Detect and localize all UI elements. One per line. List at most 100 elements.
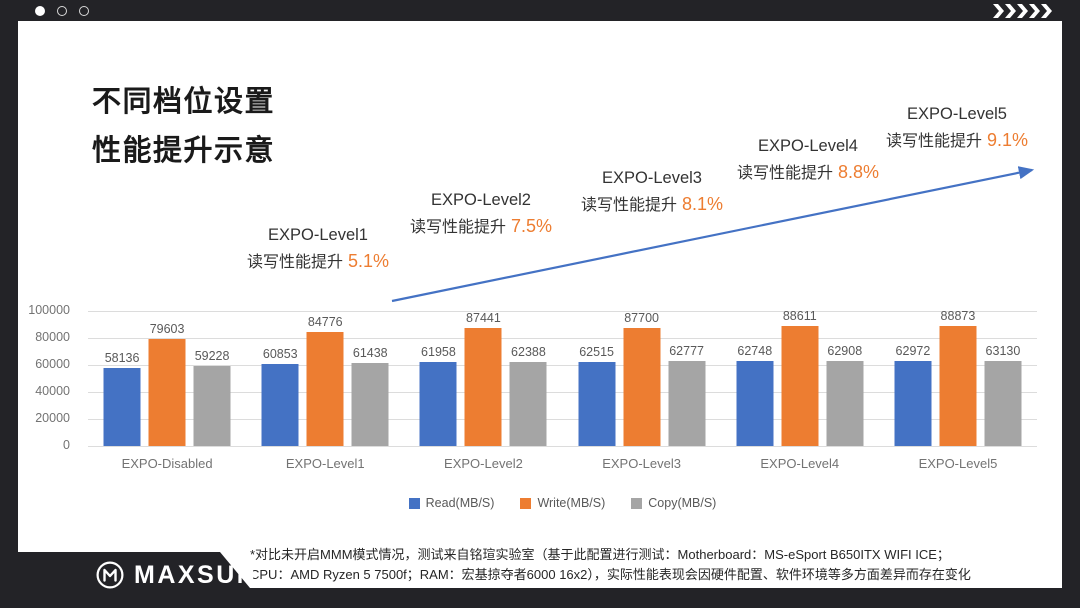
bar-cluster: 60853 84776 61438 bbox=[261, 315, 389, 446]
legend-label: Read(MB/S) bbox=[425, 496, 495, 510]
bar-copy-mb-s-: 61438 bbox=[351, 346, 389, 446]
annotation-improvement-text: 读写性能提升 9.1% bbox=[885, 130, 1029, 150]
annotation-percent-value: 5.1% bbox=[347, 251, 390, 271]
bar-group: 62748 88611 62908 EXPO-Level4 bbox=[721, 309, 879, 471]
annotation-expo-level5: EXPO-Level5 读写性能提升 9.1% bbox=[886, 105, 1028, 151]
y-tick-label: 60000 bbox=[35, 357, 70, 371]
bar-write-mb-s-: 87700 bbox=[623, 311, 661, 446]
page-title: 不同档位设置 性能提升示意 bbox=[92, 78, 275, 176]
bar-value-label: 60853 bbox=[262, 346, 298, 361]
legend-item: Copy(MB/S) bbox=[631, 496, 716, 510]
bar-value-label: 58136 bbox=[104, 350, 140, 365]
bar-read-mb-s-: 58136 bbox=[103, 351, 141, 446]
page-title-line1: 不同档位设置 bbox=[92, 86, 276, 118]
maxsun-m-circle-icon bbox=[96, 561, 124, 589]
y-tick-label: 0 bbox=[63, 438, 70, 452]
bar-value-label: 61438 bbox=[352, 346, 388, 361]
annotation-percent-value: 9.1% bbox=[986, 130, 1029, 150]
brand-wordmark: MAXSUN bbox=[134, 560, 258, 589]
slide-surface bbox=[18, 21, 1062, 588]
bar-value-label: 62972 bbox=[895, 344, 931, 358]
gridline bbox=[88, 365, 1037, 366]
bar-value-label: 87441 bbox=[466, 310, 501, 325]
bar-value-label: 61958 bbox=[421, 345, 456, 360]
legend-swatch bbox=[408, 497, 420, 509]
brand-logo: MAXSUN bbox=[95, 560, 257, 590]
bar-value-label: 62515 bbox=[579, 344, 614, 359]
bar-write-mb-s-: 87441 bbox=[464, 311, 502, 446]
pagination-dot[interactable] bbox=[57, 6, 67, 16]
annotation-improvement-text: 读写性能提升 8.8% bbox=[736, 162, 880, 182]
annotation-level-label: EXPO-Level3 bbox=[602, 169, 702, 187]
bar-read-mb-s-: 60853 bbox=[261, 347, 299, 446]
annotation-expo-level2: EXPO-Level2 读写性能提升 7.5% bbox=[410, 191, 552, 237]
bar-cluster: 62972 88873 63130 bbox=[894, 309, 1022, 446]
legend-label: Write(MB/S) bbox=[537, 496, 606, 510]
annotation-level-label: EXPO-Level5 bbox=[907, 105, 1007, 123]
y-tick-label: 100000 bbox=[28, 303, 70, 317]
top-bar bbox=[0, 0, 1080, 21]
bar-value-label: 79603 bbox=[149, 321, 185, 336]
bar-value-label: 62748 bbox=[737, 344, 773, 359]
bar-value-label: 62908 bbox=[827, 344, 863, 359]
bar-value-label: 87700 bbox=[624, 310, 659, 325]
bar-copy-mb-s-: 63130 bbox=[984, 344, 1022, 446]
bar-read-mb-s-: 62515 bbox=[578, 345, 616, 446]
bar-group: 62515 87700 62777 EXPO-Level3 bbox=[563, 311, 721, 471]
footnote-line1: *对比未开启MMM模式情况，测试来自铭瑄实验室（基于此配置进行测试：Mother… bbox=[250, 547, 950, 562]
gridline bbox=[88, 392, 1037, 393]
annotation-expo-level3: EXPO-Level3 读写性能提升 8.1% bbox=[581, 169, 723, 215]
legend-item: Read(MB/S) bbox=[408, 496, 495, 510]
y-tick-label: 80000 bbox=[35, 330, 70, 344]
annotation-improvement-text: 读写性能提升 8.1% bbox=[580, 194, 724, 214]
bar-value-label: 62388 bbox=[511, 344, 546, 359]
bar-read-mb-s-: 62748 bbox=[736, 344, 774, 446]
category-label: EXPO-Level2 bbox=[444, 456, 523, 471]
bar-group: 61958 87441 62388 EXPO-Level2 bbox=[404, 311, 562, 471]
legend-item: Write(MB/S) bbox=[520, 496, 605, 510]
annotation-percent-value: 8.8% bbox=[837, 162, 880, 182]
annotation-improvement-text: 读写性能提升 7.5% bbox=[409, 216, 553, 236]
y-tick-label: 20000 bbox=[35, 411, 70, 425]
bar-write-mb-s-: 79603 bbox=[148, 322, 186, 446]
bar-group: 58136 79603 59228 EXPO-Disabled bbox=[88, 311, 246, 471]
bar-write-mb-s-: 88873 bbox=[939, 309, 977, 446]
footnote: *对比未开启MMM模式情况，测试来自铭瑄实验室（基于此配置进行测试：Mother… bbox=[250, 545, 1025, 584]
pagination-dot-active[interactable] bbox=[35, 6, 45, 16]
brand-banner bbox=[18, 552, 250, 588]
pagination-dot[interactable] bbox=[79, 6, 89, 16]
bar-write-mb-s-: 84776 bbox=[306, 315, 344, 446]
bar-cluster: 62748 88611 62908 bbox=[736, 309, 864, 446]
chevrons-right-icon bbox=[993, 4, 1052, 18]
category-label: EXPO-Level3 bbox=[602, 456, 681, 471]
legend-swatch bbox=[520, 497, 532, 509]
annotation-expo-level1: EXPO-Level1 读写性能提升 5.1% bbox=[247, 226, 389, 272]
annotation-level-label: EXPO-Level4 bbox=[758, 137, 858, 155]
bar-cluster: 61958 87441 62388 bbox=[419, 311, 547, 446]
bar-value-label: 88873 bbox=[940, 309, 976, 324]
gridline bbox=[88, 419, 1037, 420]
bar-copy-mb-s-: 59228 bbox=[193, 349, 231, 446]
gridline bbox=[88, 311, 1037, 312]
annotation-improvement-text: 读写性能提升 5.1% bbox=[246, 251, 390, 271]
legend-swatch bbox=[631, 497, 643, 509]
bar-read-mb-s-: 62972 bbox=[894, 344, 932, 446]
bar-read-mb-s-: 61958 bbox=[419, 345, 457, 446]
bar-value-label: 63130 bbox=[985, 343, 1021, 358]
footnote-line2: CPU：AMD Ryzen 5 7500f；RAM：宏基掠夺者6000 16x2… bbox=[250, 566, 971, 582]
y-tick-label: 40000 bbox=[35, 384, 70, 398]
bar-copy-mb-s-: 62908 bbox=[826, 344, 864, 446]
chart-legend: Read(MB/S) Write(MB/S) Copy(MB/S) bbox=[88, 496, 1037, 510]
annotation-level-label: EXPO-Level2 bbox=[431, 191, 531, 209]
bar-value-label: 59228 bbox=[194, 349, 230, 364]
bar-cluster: 62515 87700 62777 bbox=[578, 311, 706, 446]
annotation-expo-level4: EXPO-Level4 读写性能提升 8.8% bbox=[737, 137, 879, 183]
gridline bbox=[88, 338, 1037, 339]
gridline bbox=[88, 446, 1037, 447]
bar-copy-mb-s-: 62388 bbox=[509, 345, 547, 446]
bar-value-label: 84776 bbox=[307, 314, 343, 329]
category-label: EXPO-Level5 bbox=[918, 456, 998, 471]
bar-cluster: 58136 79603 59228 bbox=[103, 322, 231, 446]
bar-copy-mb-s-: 62777 bbox=[668, 344, 706, 446]
bar-group: 62972 88873 63130 EXPO-Level5 bbox=[879, 309, 1037, 471]
